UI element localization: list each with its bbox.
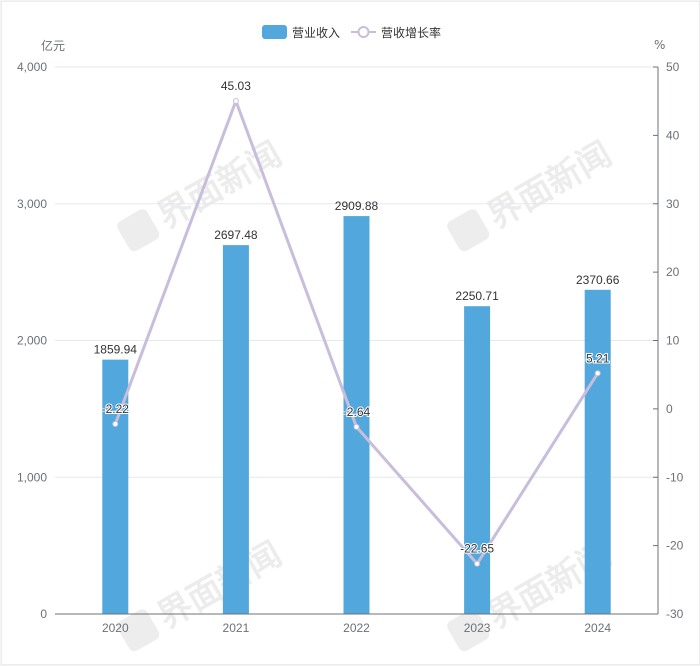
line-point-marker[interactable] [353,423,360,430]
line-point-marker[interactable] [232,97,239,104]
legend: 营业收入 营收增长率 [262,25,441,40]
left-axis-tick-label: 4,000 [17,60,47,74]
line-value-label: 45.03 [221,79,251,93]
right-axis-tick-label: -20 [666,539,684,553]
legend-label-revenue: 营业收入 [292,26,340,40]
bar-value-label: 2697.48 [214,228,258,242]
watermark-text: 界面新闻 [481,134,619,237]
line-point-marker[interactable] [474,560,481,567]
x-axis-tick-label: 2020 [102,621,129,635]
legend-item-growth[interactable]: 营收增长率 [351,25,441,40]
legend-bar-swatch-icon [262,25,287,39]
bar[interactable] [343,216,370,614]
bar-series: 1859.94 2697.48 2909.88 2250.71 2370.66 [94,199,620,614]
right-axis-tick-label: 40 [666,128,680,142]
axes: 0 1,000 2,000 3,000 4,000 -30 -20 -10 0 10 20 30 40 5… [17,60,684,635]
line-point-marker[interactable] [112,421,119,428]
watermark-logo-icon [447,609,490,652]
x-axis-tick-label: 2022 [343,621,370,635]
legend-line-marker-icon [357,26,370,38]
line-value-label: -2.64 [343,405,371,419]
watermark-logo-icon [117,609,160,652]
line-series: -2.22 45.03 -2.64 -22.65 5.21 [101,78,611,567]
x-axis-tick-label: 2024 [584,621,611,635]
legend-item-revenue[interactable]: 营业收入 [262,25,340,40]
legend-label-growth: 营收增长率 [381,25,441,40]
right-axis-tick-label: -10 [666,470,684,484]
watermark-text: 界面新闻 [151,534,289,637]
bar[interactable] [464,306,491,614]
right-axis-tick-label: 10 [666,334,680,348]
left-axis-tick-label: 1,000 [17,470,47,484]
line-point-marker[interactable] [594,370,601,377]
watermark: 界面新闻 [117,534,289,652]
left-axis-tick-label: 2,000 [17,334,47,348]
line-value-label: 5.21 [586,351,610,365]
watermark: 界面新闻 [447,134,619,252]
left-axis-unit: 亿元 [41,38,65,53]
right-axis-tick-label: 0 [666,402,673,416]
bar-value-label: 1859.94 [94,343,138,357]
bar-value-label: 2250.71 [455,289,499,303]
watermark-logo-icon [117,209,160,252]
right-axis-tick-label: 50 [666,60,680,74]
x-axis-tick-label: 2023 [464,621,491,635]
line-value-label: -2.22 [102,402,130,416]
right-axis-tick-label: -30 [666,607,684,621]
bar[interactable] [584,289,611,614]
bar-value-label: 2909.88 [335,199,379,213]
right-axis-unit: % [654,38,665,52]
bar-value-label: 2370.66 [576,273,620,287]
right-axis-tick-label: 30 [666,197,680,211]
x-axis-tick-label: 2021 [223,621,250,635]
line-value-label: -22.65 [460,542,494,556]
bar[interactable] [222,245,249,614]
left-axis-tick-label: 3,000 [17,197,47,211]
watermark-logo-icon [447,209,490,252]
left-axis-tick-label: 0 [40,607,47,621]
right-axis-tick-label: 20 [666,265,680,279]
